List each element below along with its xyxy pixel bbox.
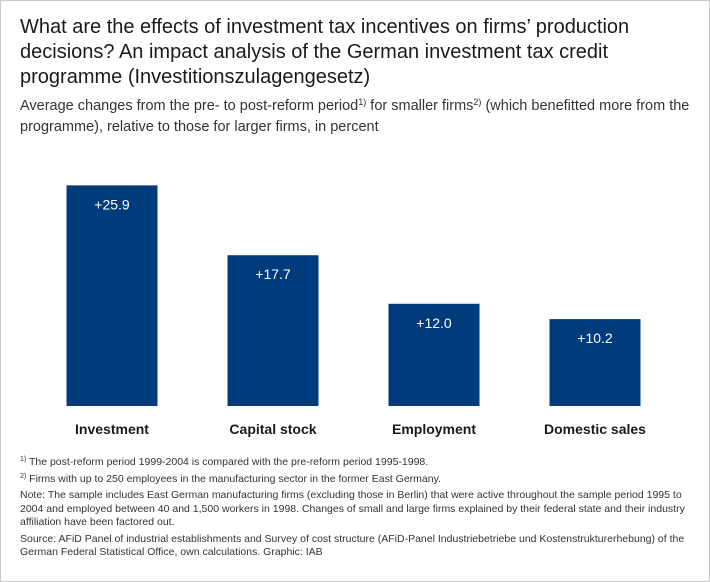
subtitle-part-3: (which benefitted more from the programm… xyxy=(20,98,690,135)
chart-title: What are the effects of investment tax i… xyxy=(20,16,630,88)
subtitle-part-2: for smaller firms xyxy=(366,98,474,114)
data-label-employment: +12.0 xyxy=(416,315,452,331)
category-label-investment: Investment xyxy=(75,421,149,437)
note-text: Note: The sample includes East German ma… xyxy=(20,489,685,528)
category-label-employment: Employment xyxy=(392,421,476,437)
category-label-capital-stock: Capital stock xyxy=(229,421,316,437)
footnote-2-text: Firms with up to 250 employees in the ma… xyxy=(26,472,441,485)
footnote-1-text: The post-reform period 1999-2004 is comp… xyxy=(26,456,429,468)
subtitle-footnote-mark-2: 2) xyxy=(473,97,482,107)
bar-domestic-sales xyxy=(549,319,641,406)
bar-employment xyxy=(388,303,480,406)
subtitle-part-1: Average changes from the pre- to post-re… xyxy=(20,98,359,114)
bar-investment xyxy=(66,185,158,406)
footnote-2: 2) Firms with up to 250 employees in the… xyxy=(20,473,700,487)
footnote-1: 1) The post-reform period 1999-2004 is c… xyxy=(20,456,700,470)
footnotes: 1) The post-reform period 1999-2004 is c… xyxy=(20,456,700,563)
subtitle-footnote-mark-1: 1) xyxy=(358,97,367,107)
data-label-investment: +25.9 xyxy=(94,196,130,212)
data-label-domestic-sales: +10.2 xyxy=(577,330,613,346)
bar-capital-stock xyxy=(227,255,319,406)
source-text: Source: AFiD Panel of industrial establi… xyxy=(20,532,685,559)
bar-chart: +25.9 Investment +17.7 Capital stock +12.0 Em… xyxy=(66,185,646,437)
category-label-domestic-sales: Domestic sales xyxy=(544,421,646,437)
chart-subtitle: Average changes from the pre- to post-re… xyxy=(20,96,705,138)
footnote-1-mark: 1) xyxy=(20,456,27,463)
footnote-2-mark: 2) xyxy=(20,472,27,480)
data-label-capital-stock: +17.7 xyxy=(255,266,291,282)
